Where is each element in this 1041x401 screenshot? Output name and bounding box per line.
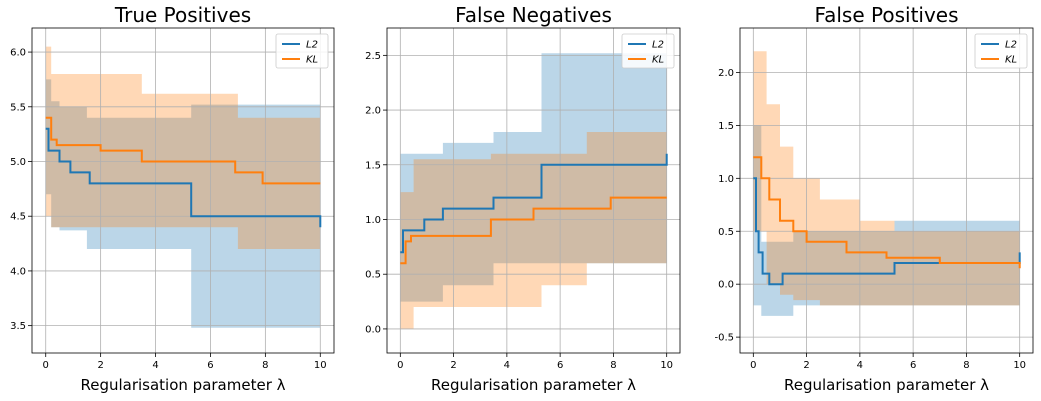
legend-box — [621, 33, 675, 69]
x-tick-label: 0 — [43, 360, 49, 371]
band-kl — [45, 46, 321, 249]
x-tick-label: 0 — [397, 360, 403, 371]
grid — [387, 28, 680, 353]
band-kl — [400, 132, 667, 329]
grid — [740, 28, 1033, 353]
band-l2 — [45, 79, 321, 328]
legend-label-kl: KL — [652, 55, 664, 66]
y-tick-label: 5.0 — [10, 157, 26, 168]
x-tick-label: 4 — [504, 360, 510, 371]
y-tick-label: 5.5 — [10, 102, 26, 113]
legend: L2 KL — [621, 33, 675, 69]
legend-box — [974, 33, 1028, 69]
y-tick-label: 6.0 — [10, 48, 26, 59]
y-tick-label: 2.5 — [365, 51, 381, 62]
y-tick-label: 2.0 — [365, 106, 381, 117]
panel-title: True Positives — [114, 3, 251, 27]
x-axis-ticks: 0 2 4 6 8 10 — [43, 353, 327, 371]
legend-label-l2: L2 — [306, 40, 318, 51]
x-tick-label: 8 — [963, 360, 969, 371]
panel-title: False Positives — [814, 3, 958, 27]
y-tick-label: 0.0 — [718, 280, 734, 291]
y-tick-label: 0.5 — [365, 270, 381, 281]
x-axis-ticks: 0 2 4 6 8 10 — [397, 353, 673, 371]
x-tick-label: 4 — [857, 360, 863, 371]
x-axis-label: Regularisation parameter λ — [784, 376, 989, 394]
y-tick-label: 0.5 — [718, 227, 734, 238]
axes-frame — [739, 27, 1034, 354]
panel-false-positives: 0 2 4 6 8 10 -0.5 0.0 0.5 1.0 1.5 2.0 False Positi… — [714, 3, 1034, 394]
x-tick-label: 10 — [660, 360, 673, 371]
y-tick-label: -0.5 — [714, 333, 734, 344]
legend: L2 KL — [974, 33, 1028, 69]
axes-frame — [31, 27, 335, 354]
legend-box — [275, 33, 329, 69]
band-l2 — [753, 125, 1020, 327]
panel-title: False Negatives — [455, 3, 612, 27]
series-line-l2 — [753, 177, 1021, 286]
y-axis-ticks: 0.0 0.5 1.0 1.5 2.0 2.5 — [365, 51, 387, 335]
series-lines — [753, 156, 1021, 286]
legend: L2 KL — [275, 33, 329, 69]
uncertainty-bands — [45, 46, 321, 328]
legend-label-kl: KL — [306, 55, 318, 66]
axes-frame — [386, 27, 681, 354]
y-axis-ticks: 3.5 4.0 4.5 5.0 5.5 6.0 — [10, 48, 32, 332]
series-lines — [45, 116, 322, 228]
series-line-kl — [45, 116, 321, 185]
series-line-l2 — [400, 153, 668, 254]
series-line-kl — [400, 196, 667, 265]
y-tick-label: 4.0 — [10, 266, 26, 277]
x-tick-label: 6 — [910, 360, 916, 371]
legend-label-l2: L2 — [652, 40, 664, 51]
x-tick-label: 6 — [557, 360, 563, 371]
x-tick-label: 0 — [750, 360, 756, 371]
y-tick-label: 1.5 — [365, 160, 381, 171]
y-tick-label: 0.0 — [365, 324, 381, 335]
x-axis-label: Regularisation parameter λ — [80, 376, 285, 394]
y-tick-label: 3.5 — [10, 321, 26, 332]
band-l2 — [400, 53, 667, 302]
x-tick-label: 8 — [610, 360, 616, 371]
panel-false-negatives: 0 2 4 6 8 10 0.0 0.5 1.0 1.5 2.0 2.5 False Negativ… — [365, 3, 681, 394]
legend-label-kl: KL — [1005, 55, 1017, 66]
x-tick-label: 4 — [152, 360, 158, 371]
x-tick-label: 10 — [1013, 360, 1026, 371]
x-tick-label: 2 — [97, 360, 103, 371]
y-tick-label: 4.5 — [10, 212, 26, 223]
x-tick-label: 2 — [450, 360, 456, 371]
y-tick-label: 1.5 — [718, 121, 734, 132]
legend-label-l2: L2 — [1005, 40, 1017, 51]
x-tick-label: 6 — [207, 360, 213, 371]
series-line-kl — [753, 156, 1021, 269]
y-tick-label: 1.0 — [718, 174, 734, 185]
y-axis-ticks: -0.5 0.0 0.5 1.0 1.5 2.0 — [714, 68, 740, 344]
x-axis-ticks: 0 2 4 6 8 10 — [750, 353, 1026, 371]
uncertainty-bands — [753, 51, 1020, 327]
panel-true-positives: 0 2 4 6 8 10 3.5 4.0 4.5 5.0 5.5 6.0 True Positive… — [10, 3, 335, 394]
x-axis-label: Regularisation parameter λ — [431, 376, 636, 394]
x-tick-label: 10 — [314, 360, 327, 371]
x-tick-label: 8 — [262, 360, 268, 371]
series-line-l2 — [45, 127, 322, 228]
uncertainty-bands — [400, 53, 667, 329]
series-lines — [400, 153, 668, 265]
y-tick-label: 1.0 — [365, 215, 381, 226]
x-tick-label: 2 — [803, 360, 809, 371]
y-tick-label: 2.0 — [718, 68, 734, 79]
